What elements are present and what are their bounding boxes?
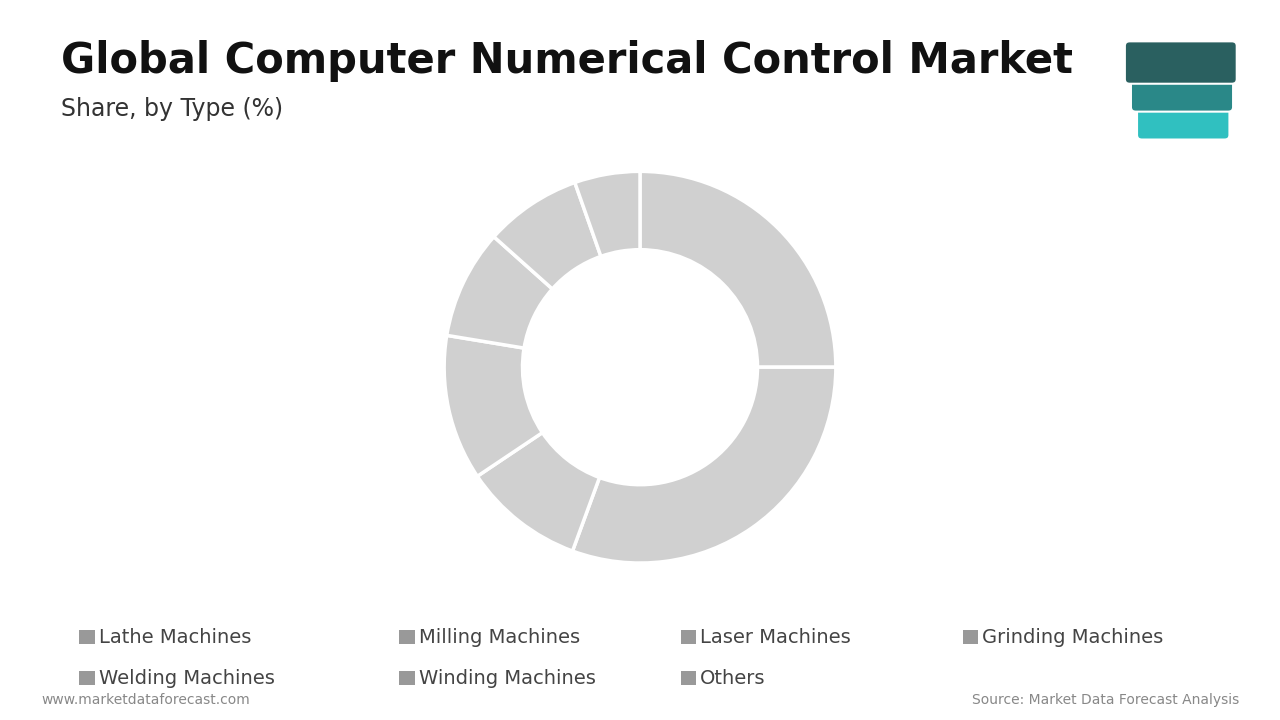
- Text: Lathe Machines: Lathe Machines: [99, 628, 251, 647]
- Wedge shape: [477, 433, 599, 551]
- Text: Welding Machines: Welding Machines: [99, 669, 274, 688]
- Text: Winding Machines: Winding Machines: [419, 669, 595, 688]
- FancyBboxPatch shape: [1125, 41, 1236, 84]
- Text: Share, by Type (%): Share, by Type (%): [61, 97, 284, 121]
- Wedge shape: [444, 336, 543, 476]
- FancyBboxPatch shape: [1132, 69, 1233, 112]
- Text: Source: Market Data Forecast Analysis: Source: Market Data Forecast Analysis: [972, 693, 1239, 707]
- Text: Grinding Machines: Grinding Machines: [982, 628, 1164, 647]
- Text: Milling Machines: Milling Machines: [419, 628, 580, 647]
- Text: Global Computer Numerical Control Market: Global Computer Numerical Control Market: [61, 40, 1074, 81]
- Wedge shape: [494, 183, 600, 289]
- Wedge shape: [640, 171, 836, 367]
- Wedge shape: [572, 367, 836, 563]
- Text: Laser Machines: Laser Machines: [700, 628, 851, 647]
- Text: www.marketdataforecast.com: www.marketdataforecast.com: [41, 693, 250, 707]
- Wedge shape: [447, 237, 553, 348]
- Text: Others: Others: [700, 669, 765, 688]
- Wedge shape: [575, 171, 640, 256]
- FancyBboxPatch shape: [1137, 99, 1229, 140]
